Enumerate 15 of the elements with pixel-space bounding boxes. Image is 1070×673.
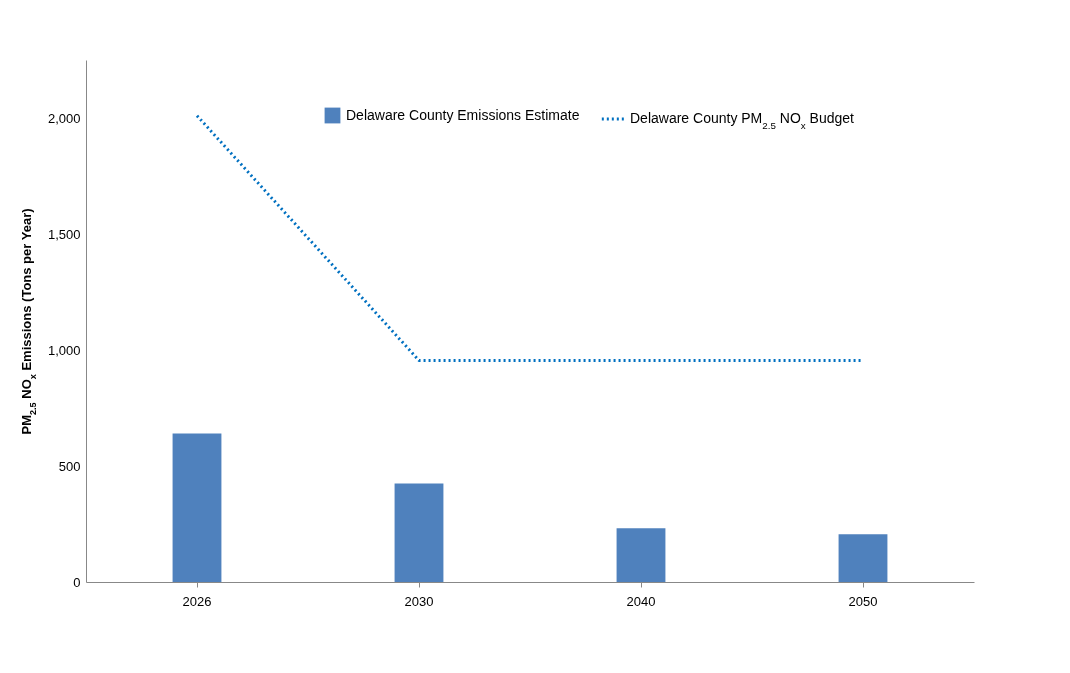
y-tick-label: 2,000 <box>47 110 81 126</box>
bar <box>838 534 888 582</box>
y-tick-label: 1,000 <box>47 342 81 358</box>
bar <box>172 433 222 582</box>
y-tick-label: 1,500 <box>47 226 81 242</box>
legend-label: Delaware County Emissions Estimate <box>346 106 580 123</box>
y-tick-label: 0 <box>73 574 81 590</box>
x-tick-label: 2026 <box>182 593 212 609</box>
y-tick-label: 500 <box>58 458 81 474</box>
bar <box>616 528 666 582</box>
x-tick-label: 2030 <box>404 593 434 609</box>
legend-label: Delaware County PM$_{2.5}$ NO$_{x}$ Budget <box>630 110 855 131</box>
bar <box>394 483 444 582</box>
x-tick-label: 2040 <box>626 593 656 609</box>
x-tick-label: 2050 <box>848 593 878 609</box>
